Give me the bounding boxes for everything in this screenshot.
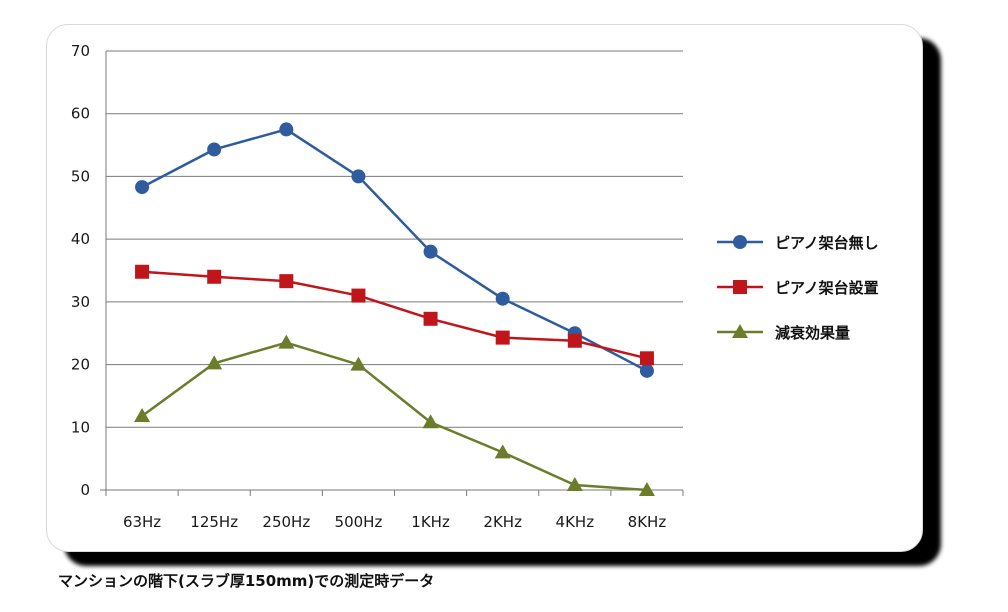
- data-point: [638, 482, 655, 496]
- data-point: [494, 444, 511, 459]
- x-tick-label: 500Hz: [335, 513, 383, 531]
- y-tick-label: 60: [71, 105, 90, 123]
- data-point: [351, 288, 366, 303]
- data-point: [350, 356, 367, 371]
- data-point: [206, 355, 223, 370]
- data-point: [495, 330, 510, 345]
- y-tick-label: 70: [71, 42, 90, 60]
- data-point: [639, 351, 654, 366]
- legend-marker: [733, 235, 747, 249]
- series-3: [134, 334, 655, 496]
- chart-caption: マンションの階下(スラブ厚150mm)での測定時データ: [58, 572, 435, 590]
- x-tick-label: 1KHz: [411, 513, 450, 531]
- legend-marker: [733, 280, 747, 294]
- series-line: [141, 341, 648, 492]
- y-tick-label: 20: [71, 356, 90, 374]
- y-tick-label: 50: [71, 167, 90, 185]
- y-tick-label: 10: [71, 418, 90, 436]
- data-point: [278, 334, 295, 349]
- x-tick-label: 2KHz: [483, 513, 522, 531]
- legend-label: ピアノ架台無し: [775, 234, 879, 252]
- y-tick-label: 40: [71, 230, 90, 248]
- data-point: [207, 142, 222, 157]
- data-point: [135, 264, 150, 279]
- data-point: [639, 363, 654, 378]
- legend-item-3: 減衰効果量: [717, 324, 850, 342]
- legend-item-2: ピアノ架台設置: [717, 279, 879, 297]
- data-point: [279, 122, 294, 137]
- y-tick-label: 0: [80, 481, 90, 499]
- series-2: [135, 264, 654, 366]
- legend-label: 減衰効果量: [775, 324, 850, 342]
- y-tick-label: 30: [71, 293, 90, 311]
- x-tick-label: 63Hz: [123, 513, 161, 531]
- data-point: [135, 180, 150, 195]
- data-point: [279, 274, 294, 289]
- data-point: [566, 476, 583, 491]
- x-tick-label: 4KHz: [556, 513, 595, 531]
- data-point: [207, 269, 222, 284]
- series-line: [141, 128, 648, 372]
- data-point: [134, 407, 151, 422]
- data-point: [495, 291, 510, 306]
- data-point: [423, 311, 438, 326]
- legend-item-1: ピアノ架台無し: [717, 234, 879, 252]
- data-point: [567, 333, 582, 348]
- x-tick-label: 250Hz: [262, 513, 310, 531]
- x-tick-label: 8KHz: [628, 513, 667, 531]
- legend-label: ピアノ架台設置: [775, 279, 879, 297]
- data-point: [351, 169, 366, 184]
- legend-marker: [732, 324, 748, 338]
- data-point: [422, 414, 439, 429]
- x-tick-label: 125Hz: [190, 513, 238, 531]
- data-point: [423, 244, 438, 259]
- series-line: [141, 270, 648, 360]
